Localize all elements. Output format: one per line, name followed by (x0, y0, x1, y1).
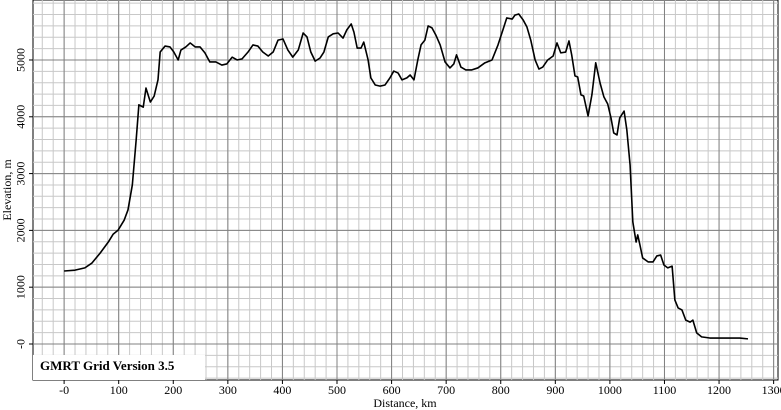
x-tick-label: 1300 (762, 383, 781, 397)
y-tick-label: 1000 (14, 275, 28, 299)
plot (64, 13, 749, 340)
x-tick-label: 700 (437, 383, 455, 397)
profile-line (64, 13, 749, 340)
y-tick-label: 4000 (14, 105, 28, 129)
x-axis-label: Distance, km (373, 396, 437, 410)
x-tick-label: 400 (273, 383, 291, 397)
plot-frame (32, 0, 779, 381)
x-tick-label: 100 (110, 383, 128, 397)
x-tick-label: -0 (59, 383, 69, 397)
grid (33, 0, 778, 380)
y-tick-label: -0 (14, 339, 28, 349)
annotation-box (33, 355, 205, 380)
x-tick-label: 600 (383, 383, 401, 397)
x-tick-label: 900 (546, 383, 564, 397)
y-tick-label: 2000 (14, 218, 28, 242)
y-tick-label: 3000 (14, 162, 28, 186)
y-tick-label: 5000 (14, 48, 28, 72)
x-tick-label: 1200 (707, 383, 731, 397)
annotation: GMRT Grid Version 3.5 (40, 358, 175, 373)
x-tick-label: 500 (328, 383, 346, 397)
y-axis-label: Elevation, m (0, 159, 14, 221)
x-tick-label: 200 (164, 383, 182, 397)
x-tick-label: 1100 (653, 383, 677, 397)
x-tick-label: 300 (219, 383, 237, 397)
x-tick-label: 800 (492, 383, 510, 397)
x-tick-label: 1000 (598, 383, 622, 397)
